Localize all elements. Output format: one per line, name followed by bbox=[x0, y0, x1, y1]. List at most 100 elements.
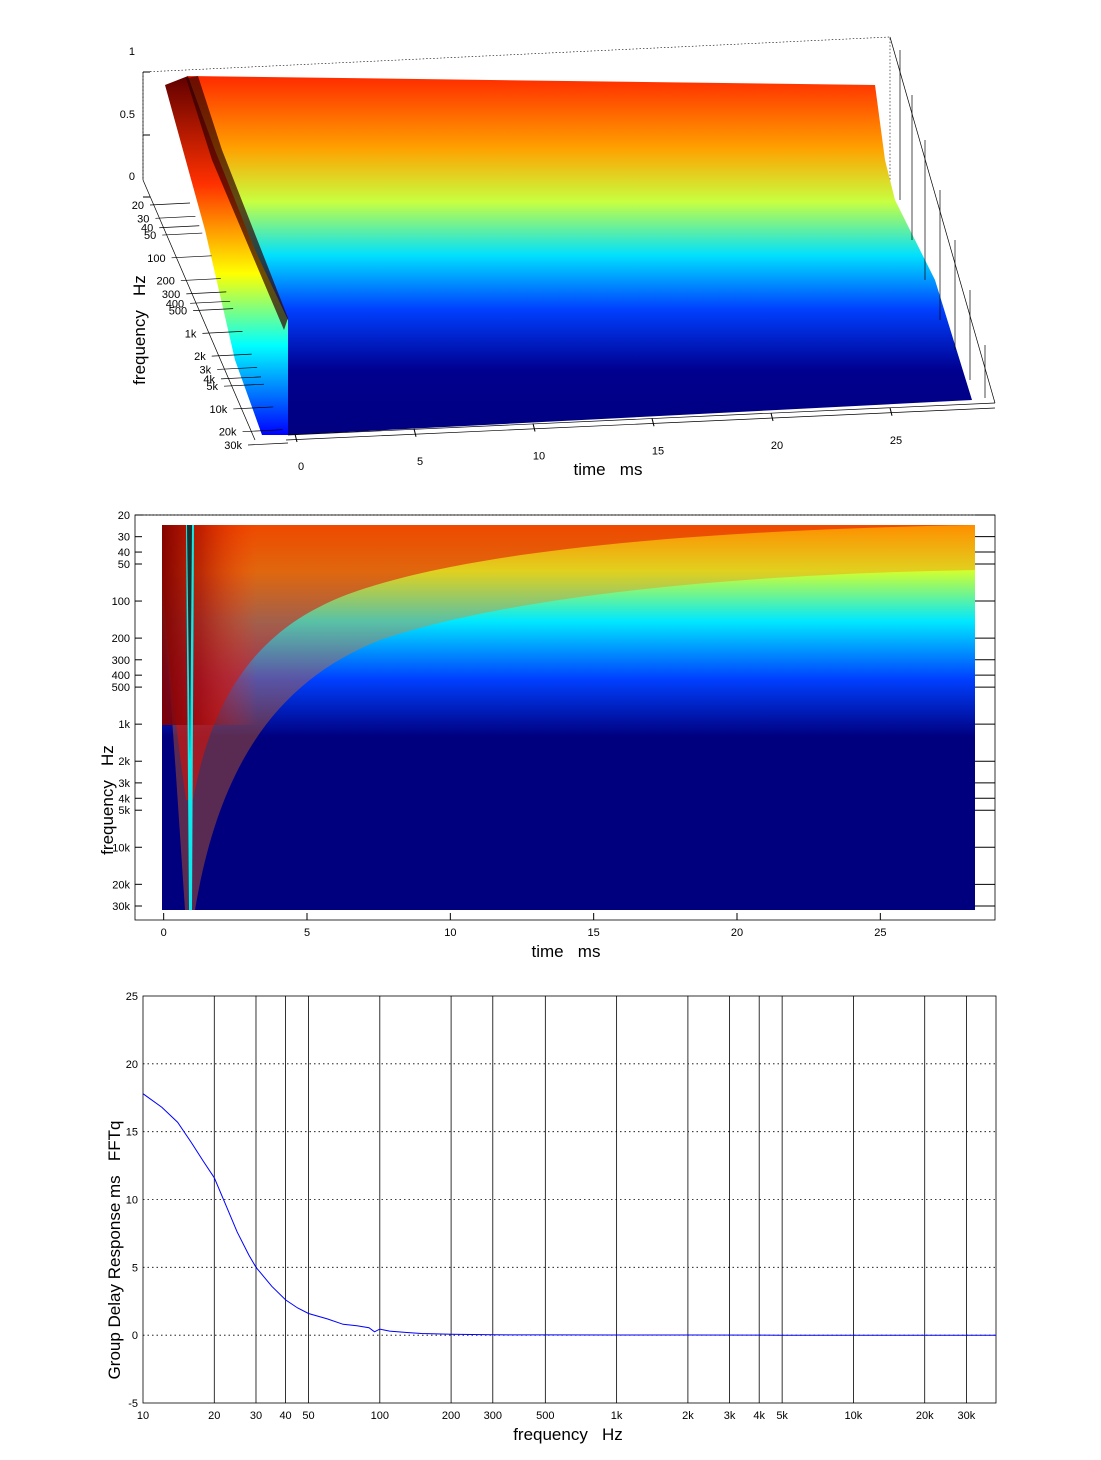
line-x-tick-label: 10 bbox=[137, 1410, 149, 1422]
heatmap-y-tick-label: 30 bbox=[118, 532, 130, 544]
line-x-label: frequency Hz bbox=[513, 1425, 623, 1444]
line-y-tick-label: 10 bbox=[126, 1195, 138, 1207]
heatmap-x-tick-label: 10 bbox=[444, 927, 456, 939]
line-y-tick-label: 0 bbox=[132, 1330, 138, 1342]
line-x-ticks: 10 20 30 40 50 100 200 300 500 1k 2k 3k 4k 5k 10k 20k 30… bbox=[137, 1410, 976, 1422]
surface-x-ticks: 0 5 10 15 20 25 bbox=[294, 407, 902, 473]
heatmap-x-tick-label: 5 bbox=[304, 927, 310, 939]
line-x-tick-label: 500 bbox=[536, 1410, 554, 1422]
surface-x-tick-label: 10 bbox=[533, 451, 545, 463]
surface-z-tick-label: 0.5 bbox=[120, 109, 135, 121]
surface-y-tick bbox=[186, 291, 227, 295]
surface-x-tick-label: 20 bbox=[771, 440, 783, 452]
heatmap-x-tick-label: 0 bbox=[161, 927, 167, 939]
line-x-tick-label: 5k bbox=[776, 1410, 788, 1422]
surface-y-tick bbox=[247, 442, 289, 446]
line-x-tick-label: 1k bbox=[611, 1410, 623, 1422]
surface-ridge bbox=[186, 76, 288, 330]
surface-y-tick bbox=[211, 353, 252, 357]
surface-x-label: time ms bbox=[574, 460, 643, 479]
heatmap-y-tick-label: 4k bbox=[118, 793, 130, 805]
surface-z-tick-label: 1 bbox=[129, 46, 135, 58]
surface-x-tick-label: 15 bbox=[652, 445, 664, 457]
heatmap-y-tick-label: 30k bbox=[112, 901, 130, 913]
heatmap-x-tick-label: 20 bbox=[731, 927, 743, 939]
heatmap-y-tick-label: 20k bbox=[112, 879, 130, 891]
heatmap-x-label: time ms bbox=[532, 942, 601, 961]
heatmap-chart: 203040501002003004005001k2k3k4k5k10k20k3… bbox=[98, 510, 996, 961]
surface-y-tick bbox=[242, 429, 283, 433]
surface-chart: 00.51 203040501002003004005001k2k3k4k5k1… bbox=[120, 36, 996, 479]
heatmap-dark-onset bbox=[162, 525, 257, 725]
surface-x-tick bbox=[532, 423, 536, 432]
heatmap-x-tick-label: 15 bbox=[588, 927, 600, 939]
line-y-tick-label: 5 bbox=[132, 1262, 138, 1274]
surface-x-tick bbox=[889, 407, 893, 416]
line-y-ticks: -5 0 5 10 15 20 25 bbox=[126, 991, 138, 1410]
surface-y-tick-label: 20 bbox=[132, 200, 144, 212]
surface-y-tick-label: 30k bbox=[224, 440, 242, 452]
surface-y-tick-label: 20k bbox=[219, 427, 237, 439]
surface-y-tick-label: 200 bbox=[156, 276, 174, 288]
surface-x-tick bbox=[651, 418, 655, 427]
line-x-tick-label: 3k bbox=[724, 1410, 736, 1422]
heatmap-x-ticks: 0 5 10 15 20 25 bbox=[161, 913, 886, 939]
surface-y-tick bbox=[180, 278, 221, 281]
surface-walls-right bbox=[285, 36, 996, 441]
surface-wall bbox=[165, 76, 288, 435]
line-x-tick-label: 50 bbox=[302, 1410, 314, 1422]
heatmap-y-tick-label: 20 bbox=[118, 510, 130, 522]
surface-y-tick-label: 10k bbox=[210, 404, 228, 416]
surface-y-tick-label: 4k bbox=[203, 374, 215, 386]
series-group-delay bbox=[143, 1093, 996, 1336]
line-y-tick-label: -5 bbox=[128, 1398, 138, 1410]
heatmap-y-tick-label: 3k bbox=[118, 778, 130, 790]
surface-y-tick-label: 100 bbox=[147, 253, 165, 265]
line-x-tick-label: 200 bbox=[442, 1410, 460, 1422]
surface-y-tick-label: 1k bbox=[185, 328, 197, 340]
line-x-tick-label: 10k bbox=[845, 1410, 863, 1422]
heatmap-decay-band bbox=[162, 525, 975, 910]
surface-y-tick bbox=[220, 376, 262, 380]
surface-x-tick bbox=[413, 428, 417, 437]
surface-y-tick-label: 400 bbox=[166, 298, 184, 310]
heatmap-y-tick-label: 5k bbox=[118, 805, 130, 817]
surface-y-tick bbox=[202, 331, 243, 334]
surface-y-tick bbox=[233, 406, 274, 410]
surface-x-tick bbox=[770, 412, 774, 422]
heatmap-y-tick-label: 300 bbox=[112, 655, 130, 667]
line-x-tick-label: 100 bbox=[371, 1410, 389, 1422]
heatmap-y-tick-label: 400 bbox=[112, 670, 130, 682]
heatmap-y-tick-label: 2k bbox=[118, 756, 130, 768]
line-y-tick-label: 20 bbox=[126, 1059, 138, 1071]
surface-y-tick bbox=[162, 232, 203, 236]
surface-y-tick-label: 50 bbox=[144, 230, 156, 242]
surface-y-tick-label: 5k bbox=[206, 381, 218, 393]
surface-x-tick bbox=[294, 433, 298, 443]
surface-y-tick bbox=[155, 215, 196, 219]
surface-z-tick-label: 0 bbox=[129, 171, 135, 183]
heatmap-y-tick-label: 500 bbox=[112, 682, 130, 694]
line-x-tick-label: 20k bbox=[916, 1410, 934, 1422]
surface-y-tick bbox=[159, 225, 200, 229]
surface-z-ticks: 00.51 bbox=[120, 46, 150, 198]
surface-y-tick-label: 30 bbox=[137, 213, 149, 225]
surface-y-tick-label: 500 bbox=[169, 306, 187, 318]
surface-y-tick bbox=[193, 308, 234, 311]
heatmap-y-tick-label: 1k bbox=[118, 719, 130, 731]
heatmap-y-tick-label: 100 bbox=[112, 596, 130, 608]
surface-y-tick-label: 300 bbox=[162, 289, 180, 301]
line-y-label: Group Delay Response ms FFTq bbox=[105, 1121, 124, 1380]
surface-y-tick-label: 3k bbox=[200, 364, 212, 376]
line-x-tick-label: 40 bbox=[279, 1410, 291, 1422]
line-y-tick-label: 15 bbox=[126, 1127, 138, 1139]
line-chart: -5 0 5 10 15 20 25 10 20 30 40 50 100 200 300 500 1k 2k 3… bbox=[105, 991, 997, 1444]
heatmap-y-tick-label: 50 bbox=[118, 559, 130, 571]
line-x-tick-label: 30 bbox=[250, 1410, 262, 1422]
surface-x-tick-label: 25 bbox=[890, 435, 902, 447]
surface-x-tick-label: 5 bbox=[417, 456, 423, 468]
surface-y-tick bbox=[190, 300, 231, 304]
